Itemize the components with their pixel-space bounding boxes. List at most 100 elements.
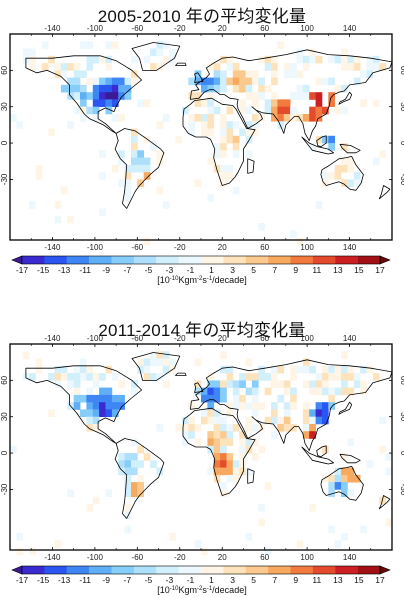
data-cell [220,489,227,497]
data-cell [239,99,246,107]
data-cell [353,172,361,180]
data-cell [181,416,189,425]
data-cell [29,63,36,71]
data-cell [92,424,100,432]
data-cell [322,380,329,388]
data-cell [118,114,125,122]
data-cell [271,106,278,115]
data-cell [379,150,386,158]
colorbar-unit: [10-10Kgm-2s-1/decade] [157,275,246,285]
data-cell [232,424,240,432]
data-cell [220,70,227,78]
data-cell [73,77,81,86]
data-cell [347,179,355,187]
data-cell [220,380,227,388]
data-cell [111,164,119,173]
data-cell [99,373,106,381]
data-cell [277,365,285,374]
data-cell [239,84,246,93]
data-cell [258,223,265,231]
data-cell [232,84,240,93]
data-cell [67,380,74,388]
data-cell [156,63,164,71]
data-cell [131,460,138,468]
data-cell [347,474,355,483]
data-cell [150,460,157,468]
data-cell [251,409,259,417]
data-cell [213,438,221,447]
data-cell [271,402,278,410]
data-cell [162,201,170,209]
data-cell [347,63,355,71]
data-cell [150,358,157,367]
data-cells [10,41,386,246]
data-cell [341,387,348,396]
data-cell [226,409,234,417]
colorbar-label: -9 [102,265,110,275]
coastline [131,352,181,381]
data-cell [302,365,310,374]
data-cell [105,402,113,410]
data-cell [271,55,278,64]
data-cell [277,41,285,49]
data-cell [302,92,310,100]
data-cell [264,106,272,115]
data-cell [86,41,94,49]
data-cell [131,482,138,490]
data-cell [73,402,81,410]
data-cell [188,128,195,137]
data-cell [245,106,253,115]
data-cell [239,394,246,403]
data-cell [207,106,215,115]
map-panel-2011-2014: 2011-2014 年の平均変化量 -140 -140 -100 -100 -60 -60… [0,300,404,598]
data-cell [315,402,323,410]
data-cell [80,99,87,107]
data-cell [111,409,119,417]
data-cell [99,208,106,217]
data-cell [302,424,310,432]
data-cell [258,365,265,374]
data-cell [283,409,291,417]
data-cell [201,387,208,396]
data-cell [92,380,100,388]
data-cell [379,416,386,425]
data-cell [220,121,227,129]
data-cell [283,99,291,107]
data-cell [315,55,323,64]
data-cell [315,387,323,396]
colorbar-label: 11 [312,265,321,275]
data-cell [10,114,17,122]
data-cell [207,84,215,93]
data-cell [29,48,36,57]
colorbar-label: 13 [333,265,343,275]
data-cell [194,387,202,396]
data-cell [366,63,374,71]
data-cell [271,70,278,78]
coastline [182,97,256,186]
data-cell [194,424,202,432]
data-cell [118,84,125,93]
coastline [320,155,364,191]
data-cell [385,453,393,461]
data-cell [213,394,221,403]
data-cell [213,424,221,432]
data-cell [220,460,227,468]
colorbar-bin [268,566,291,574]
colorbar-bin [178,256,202,264]
data-cell [16,121,24,129]
data-cell [99,55,106,64]
colorbar-label: 3 [230,265,235,275]
data-cell [201,84,208,93]
data-cell [258,518,265,527]
lon-tick-label-bottom: -60 [132,243,144,252]
data-cell [131,453,138,461]
data-cell [315,416,323,425]
data-cell [54,380,62,388]
data-cell [131,55,138,64]
data-cell [118,380,125,388]
data-cell [92,114,100,122]
data-cell [188,77,195,86]
colorbar-bin [156,566,179,574]
data-cell [124,511,132,519]
data-cell [309,424,316,432]
